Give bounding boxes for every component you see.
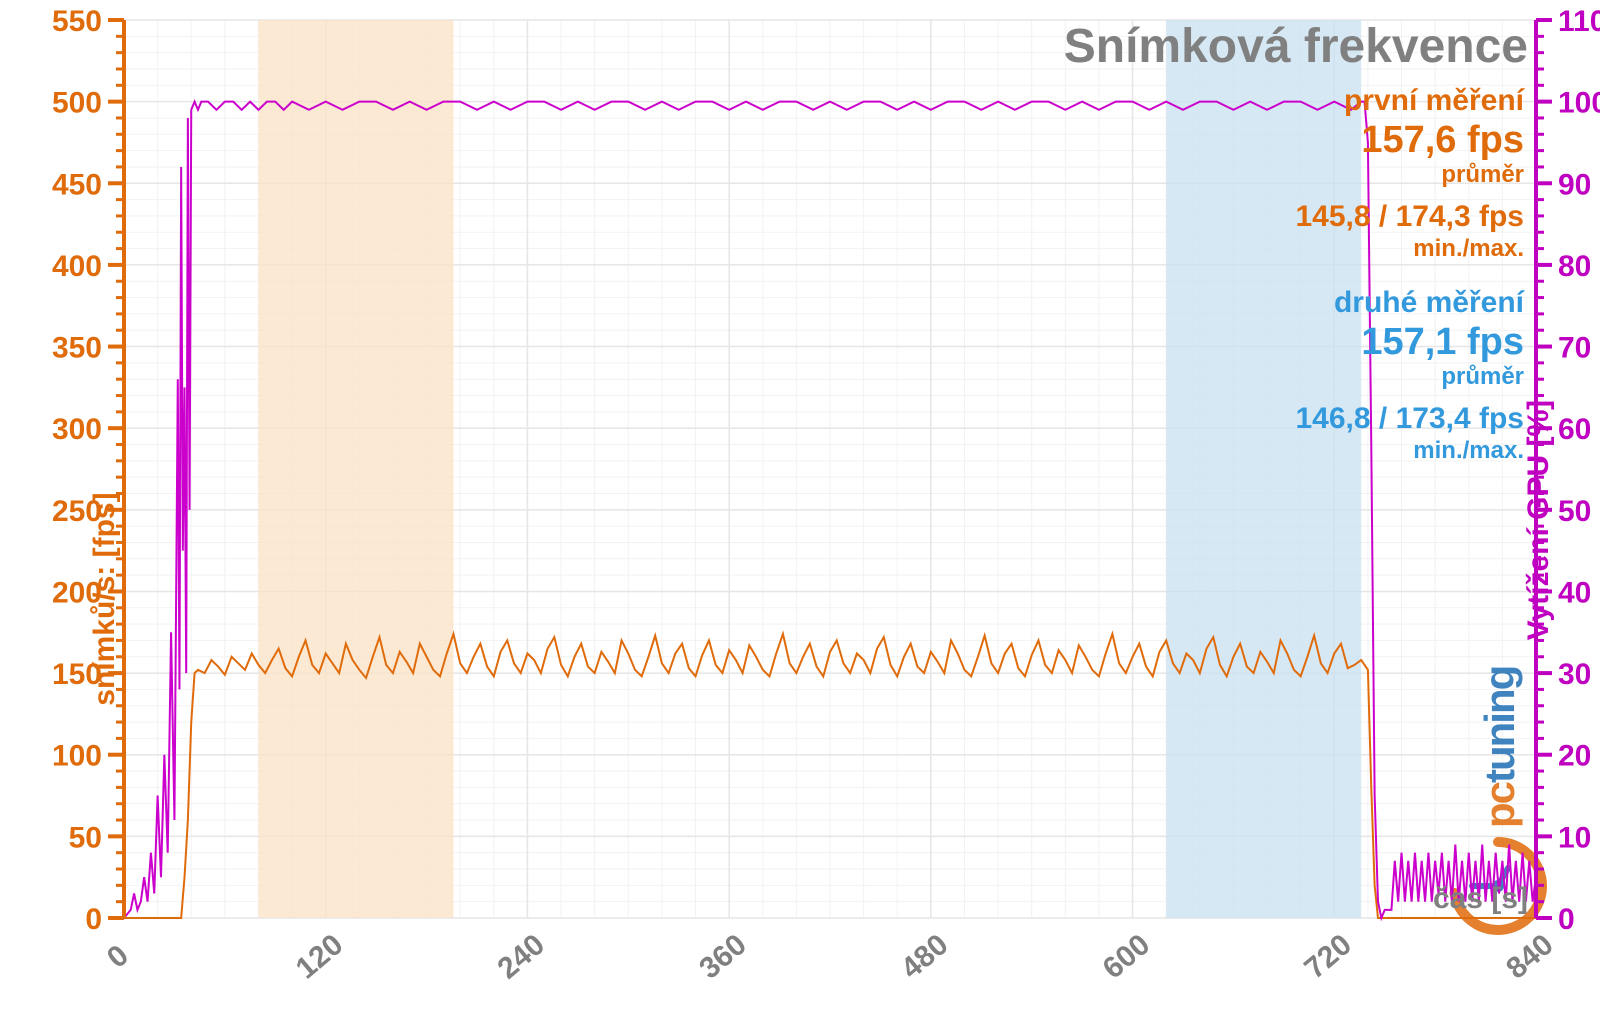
annotation-run2-avg: 157,1 fps [1361, 321, 1524, 363]
x-tick-label: 360 [693, 928, 753, 985]
y-right-label: Vytížení GPU [%] [1522, 400, 1555, 641]
y-left-tick-label: 400 [52, 250, 102, 283]
y-right-tick-label: 60 [1558, 413, 1591, 446]
annotation-run1-minmax: 145,8 / 174,3 fps [1296, 200, 1525, 233]
band-orange [258, 20, 453, 918]
annotation-run2-minmax-label: min./max. [1413, 437, 1524, 464]
x-tick-label: 600 [1097, 928, 1157, 985]
annotation-run2-heading: druhé měření [1334, 286, 1526, 319]
y-right-tick-label: 80 [1558, 250, 1591, 283]
x-tick-label: 240 [492, 928, 552, 985]
svg-text:pctuning: pctuning [1476, 667, 1523, 828]
y-left-tick-label: 500 [52, 87, 102, 120]
annotation-run2-avg-label: průměr [1441, 363, 1524, 390]
y-right-tick-label: 50 [1558, 495, 1591, 528]
band-blue [1166, 20, 1361, 918]
chart-svg: pctuning05010015020025030035040045050055… [0, 0, 1600, 1009]
annotation-run1-avg-label: průměr [1441, 161, 1524, 188]
annotation-run1-minmax-label: min./max. [1413, 235, 1524, 262]
y-right-tick-label: 0 [1558, 903, 1575, 936]
chart-title: Snímková frekvence [1064, 20, 1528, 73]
x-tick-label: 720 [1298, 928, 1358, 985]
y-left-tick-label: 300 [52, 413, 102, 446]
x-tick-label: 0 [101, 939, 135, 975]
y-right-tick-label: 30 [1558, 658, 1591, 691]
y-right-tick-label: 70 [1558, 332, 1591, 365]
y-left-tick-label: 450 [52, 168, 102, 201]
x-label: čas [s] [1433, 882, 1528, 915]
x-tick-label: 840 [1500, 928, 1560, 985]
chart-container: pctuning05010015020025030035040045050055… [0, 0, 1600, 1009]
x-tick-label: 120 [290, 928, 350, 985]
y-left-tick-label: 50 [69, 821, 102, 854]
y-right-tick-label: 100 [1558, 87, 1600, 120]
annotation-run1-heading: první měření [1344, 84, 1526, 117]
x-tick-label: 480 [895, 928, 955, 985]
y-left-tick-label: 100 [52, 740, 102, 773]
annotation-run2-minmax: 146,8 / 173,4 fps [1296, 402, 1525, 435]
y-left-tick-label: 550 [52, 5, 102, 38]
y-right-tick-label: 90 [1558, 168, 1591, 201]
y-left-tick-label: 350 [52, 332, 102, 365]
y-right-tick-label: 40 [1558, 576, 1591, 609]
y-right-tick-label: 110 [1558, 5, 1600, 38]
y-right-tick-label: 20 [1558, 740, 1591, 773]
y-right-tick-label: 10 [1558, 821, 1591, 854]
annotation-run1-avg: 157,6 fps [1361, 119, 1524, 161]
y-left-tick-label: 0 [85, 903, 102, 936]
y-left-label: snímků/s: [fps] [88, 492, 121, 705]
